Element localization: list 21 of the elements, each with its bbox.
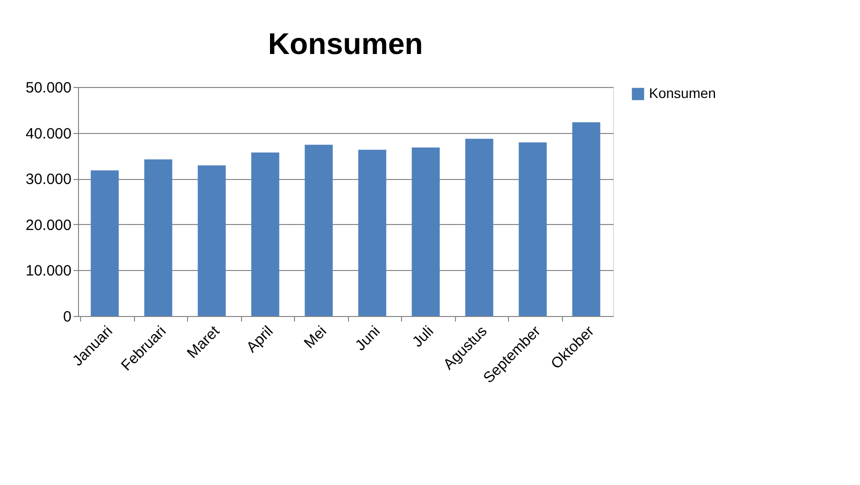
x-tick-label: Juli xyxy=(409,322,438,351)
bar xyxy=(144,159,172,316)
y-tick-label: 20.000 xyxy=(26,216,72,234)
bar xyxy=(358,150,386,316)
bar xyxy=(412,147,440,316)
bar xyxy=(198,165,226,316)
y-tick-label: 50.000 xyxy=(26,80,72,96)
y-tick-label: 40.000 xyxy=(26,125,72,142)
bar xyxy=(304,144,333,316)
y-tick-label: 10.000 xyxy=(26,262,72,280)
bar xyxy=(465,138,494,316)
bar xyxy=(518,142,547,316)
x-tick-label: Juni xyxy=(352,322,384,354)
legend-label: Konsumen xyxy=(649,85,716,101)
y-tick-label: 0 xyxy=(63,308,72,326)
x-tick-label: Mei xyxy=(300,322,330,352)
y-tick-label: 30.000 xyxy=(26,171,72,188)
bar xyxy=(251,152,280,316)
bar xyxy=(90,170,119,316)
bar xyxy=(572,122,600,316)
chart-title: Konsumen xyxy=(268,28,424,61)
